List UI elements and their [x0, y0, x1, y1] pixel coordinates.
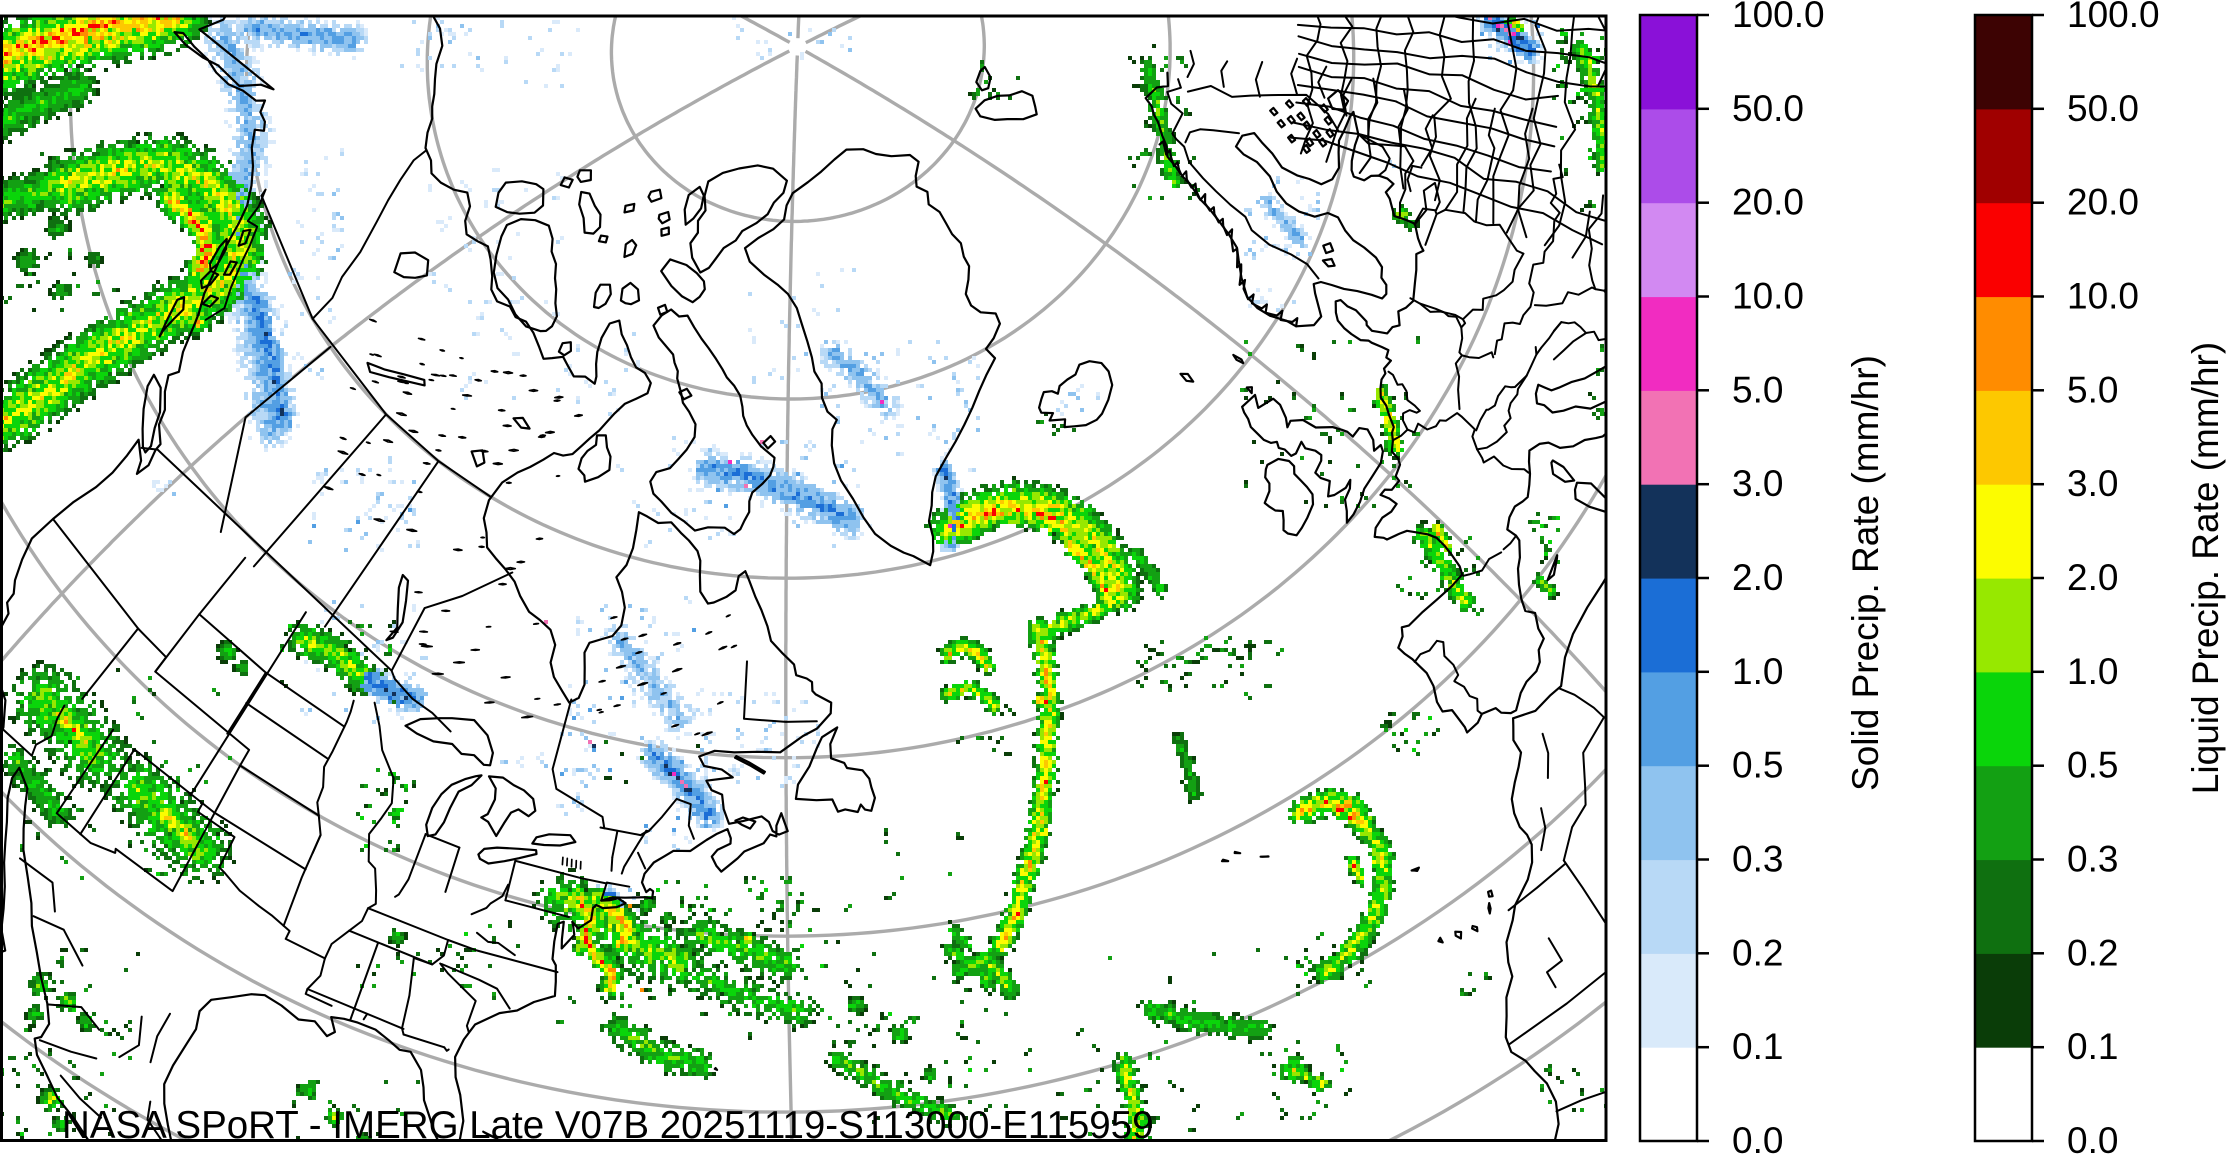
- svg-text:Solid Precip. Rate (mm/hr): Solid Precip. Rate (mm/hr): [1845, 355, 1886, 791]
- svg-text:2.0: 2.0: [2067, 557, 2118, 598]
- svg-text:0.3: 0.3: [1732, 839, 1783, 880]
- svg-text:5.0: 5.0: [2067, 369, 2118, 410]
- svg-text:10.0: 10.0: [1732, 276, 1804, 317]
- svg-text:50.0: 50.0: [1732, 88, 1804, 129]
- svg-text:3.0: 3.0: [1732, 463, 1783, 504]
- svg-text:100.0: 100.0: [2067, 0, 2160, 35]
- svg-text:50.0: 50.0: [2067, 88, 2139, 129]
- svg-text:1.0: 1.0: [2067, 651, 2118, 692]
- svg-text:NASA SPoRT - IMERG Late V07B 2: NASA SPoRT - IMERG Late V07B 20251119-S1…: [62, 1104, 1154, 1147]
- svg-text:0.0: 0.0: [1732, 1120, 1783, 1161]
- svg-text:20.0: 20.0: [2067, 182, 2139, 223]
- svg-text:2.0: 2.0: [1732, 557, 1783, 598]
- svg-text:0.0: 0.0: [2067, 1120, 2118, 1161]
- svg-text:10.0: 10.0: [2067, 276, 2139, 317]
- svg-text:3.0: 3.0: [2067, 463, 2118, 504]
- svg-text:0.3: 0.3: [2067, 839, 2118, 880]
- svg-text:0.1: 0.1: [2067, 1026, 2118, 1067]
- svg-text:0.1: 0.1: [1732, 1026, 1783, 1067]
- svg-text:1.0: 1.0: [1732, 651, 1783, 692]
- svg-text:0.2: 0.2: [1732, 932, 1783, 973]
- svg-text:Liquid Precip. Rate (mm/hr): Liquid Precip. Rate (mm/hr): [2185, 342, 2226, 794]
- svg-text:0.2: 0.2: [2067, 932, 2118, 973]
- svg-text:0.5: 0.5: [1732, 745, 1783, 786]
- svg-text:100.0: 100.0: [1732, 0, 1825, 35]
- svg-text:20.0: 20.0: [1732, 182, 1804, 223]
- svg-text:5.0: 5.0: [1732, 369, 1783, 410]
- svg-text:0.5: 0.5: [2067, 745, 2118, 786]
